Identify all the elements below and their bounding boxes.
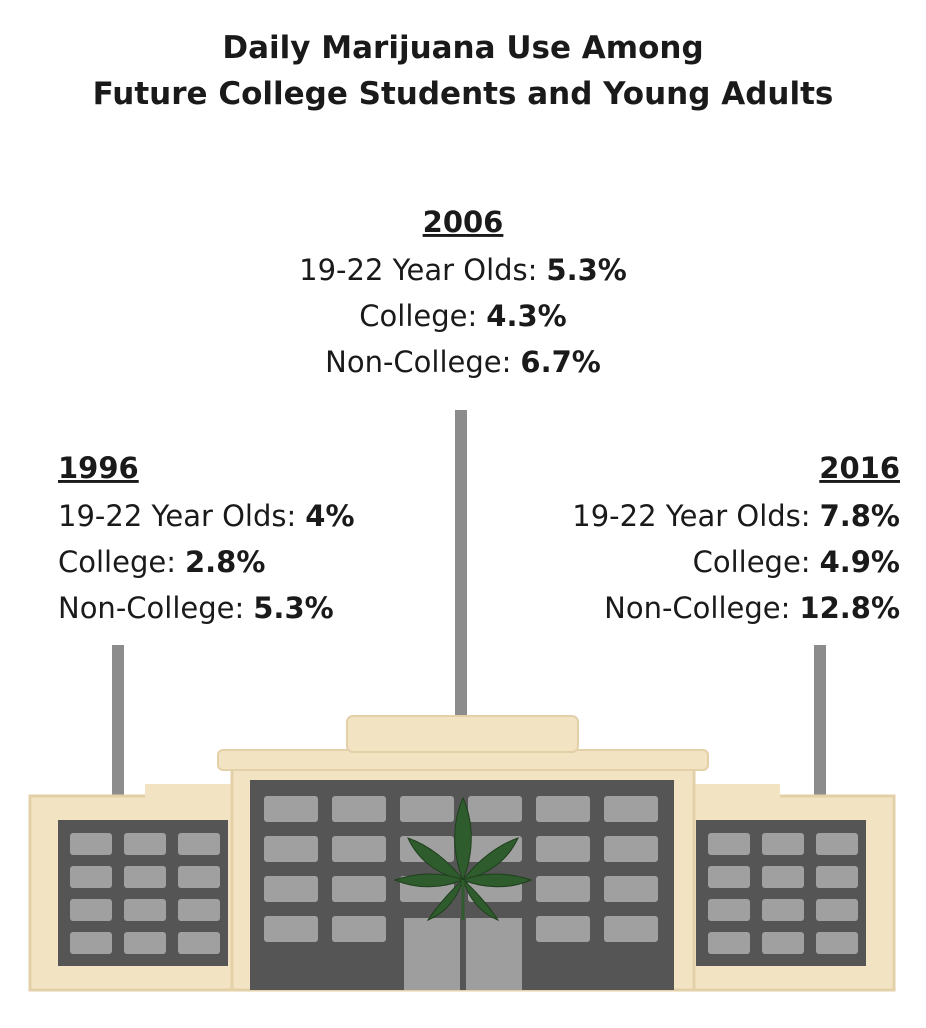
stat-value: 4% [305,499,354,533]
stat-value: 6.7% [520,345,600,379]
year: 2016 [819,451,900,485]
stat-value: 4.3% [486,299,566,333]
stat-value: 2.8% [185,545,265,579]
year: 1996 [58,451,139,485]
stat-row: Non-College: 12.8% [604,591,900,625]
stat-row: College: 2.8% [58,545,265,579]
stat-row: Non-College: 5.3% [58,591,334,625]
stat-label: 19-22 Year Olds: [299,253,537,287]
year: 2006 [423,205,504,239]
stat-label: Non-College: [604,591,790,625]
stat-row: 19-22 Year Olds: 7.8% [572,499,900,533]
title-line: Daily Marijuana Use Among [222,30,703,66]
stat-label: 19-22 Year Olds: [572,499,810,533]
stat-value: 7.8% [820,499,900,533]
stat-row: College: 4.9% [693,545,900,579]
stat-value: 5.3% [253,591,333,625]
pole [455,410,467,720]
title-line: Future College Students and Young Adults [93,76,834,112]
stat-label: College: [359,299,477,333]
stat-label: College: [693,545,811,579]
stat-row: College: 4.3% [359,299,566,333]
stat-row: Non-College: 6.7% [325,345,601,379]
pole [814,645,826,800]
pole [112,645,124,800]
stat-row: 19-22 Year Olds: 5.3% [299,253,627,287]
stat-value: 4.9% [820,545,900,579]
stat-label: College: [58,545,176,579]
stat-label: Non-College: [58,591,244,625]
stat-value: 5.3% [546,253,626,287]
building [28,715,896,992]
stat-row: 19-22 Year Olds: 4% [58,499,355,533]
stat-label: Non-College: [325,345,511,379]
stat-label: 19-22 Year Olds: [58,499,296,533]
stat-value: 12.8% [799,591,900,625]
